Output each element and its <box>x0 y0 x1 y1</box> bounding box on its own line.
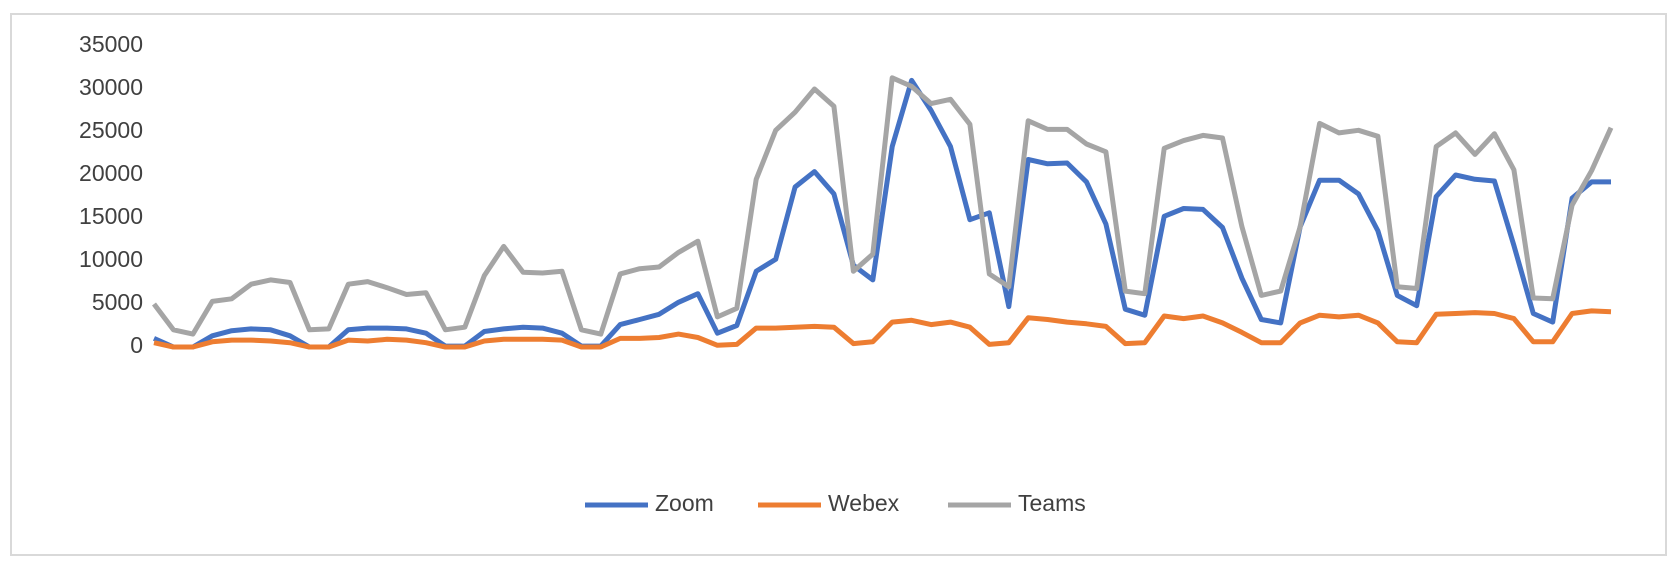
series-line <box>153 308 1612 350</box>
series-line <box>152 77 1611 350</box>
y-tick-label: 5000 <box>92 289 143 315</box>
y-tick-label: 35000 <box>79 31 143 57</box>
y-tick-label: 30000 <box>79 74 143 100</box>
series-line <box>152 75 1614 337</box>
legend-label: Teams <box>1018 490 1086 516</box>
y-tick-label: 0 <box>130 332 143 358</box>
legend-label: Webex <box>828 490 900 516</box>
legend-label: Zoom <box>655 490 714 516</box>
y-tick-label: 20000 <box>79 160 143 186</box>
y-tick-label: 25000 <box>79 117 143 143</box>
y-tick-label: 10000 <box>79 246 143 272</box>
y-tick-label: 15000 <box>79 203 143 229</box>
